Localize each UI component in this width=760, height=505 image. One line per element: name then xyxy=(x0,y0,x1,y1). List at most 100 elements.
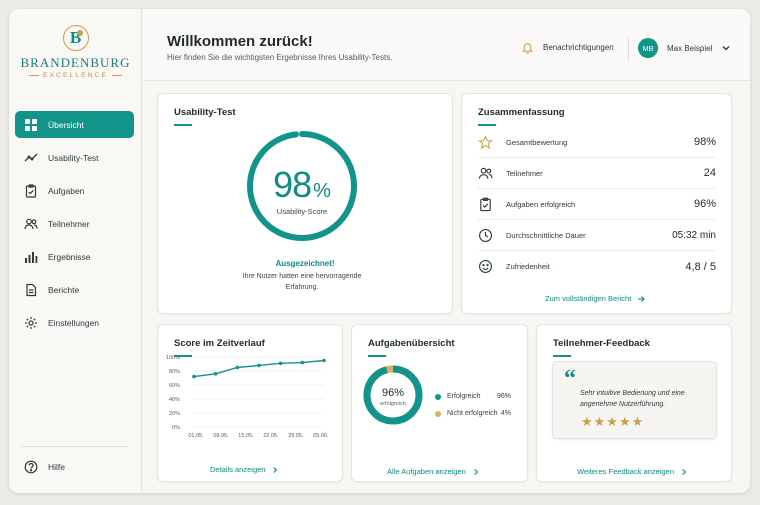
star-icon xyxy=(478,134,493,149)
users-icon xyxy=(478,167,493,179)
page-header: Willkommen zurück! Hier finden Sie die w… xyxy=(143,9,750,81)
chevron-right-icon xyxy=(682,468,687,475)
sidebar-nav: Übersicht Usability-Test Aufgaben Teilne… xyxy=(15,111,134,342)
usability-score-label: Usability-Score xyxy=(276,207,328,216)
sidebar-item-hilfe[interactable]: Hilfe xyxy=(15,453,134,480)
card-title: Aufgabenübersicht xyxy=(368,338,455,357)
summary-row-gesamtbewertung: Gesamtbewertung 98% xyxy=(478,127,716,158)
summary-value: 05:32 min xyxy=(672,229,716,241)
award-text: Ausgezeichnet! xyxy=(275,259,335,268)
page-subtitle: Hier finden Sie die wichtigsten Ergebnis… xyxy=(167,53,393,62)
summary-value: 98% xyxy=(693,136,716,148)
brand-tagline: EXCELLENCE xyxy=(9,72,142,79)
legend-item-nicht-erfolgreich: Nicht erfolgreich 4% xyxy=(435,410,511,417)
sidebar-item-teilnehmer[interactable]: Teilnehmer xyxy=(15,210,134,237)
sidebar-item-usability-test[interactable]: Usability-Test xyxy=(15,144,134,171)
app-window: B BRANDENBURG EXCELLENCE Übersicht Usabi… xyxy=(9,9,750,493)
trend-icon xyxy=(24,153,38,161)
data-point xyxy=(235,365,240,370)
sidebar-item-ergebnisse[interactable]: Ergebnisse xyxy=(15,243,134,270)
data-point xyxy=(192,374,196,379)
summary-label: Durchschnittliche Dauer xyxy=(506,230,586,240)
sidebar-item-label: Ergebnisse xyxy=(48,251,91,262)
bell-icon xyxy=(521,43,534,54)
data-point xyxy=(213,372,218,376)
summary-row-aufgaben-erfolgreich: Aufgaben erfolgreich 96% xyxy=(478,189,716,220)
data-point xyxy=(278,361,283,366)
clipboard-check-icon xyxy=(480,197,491,211)
quote-text: Sehr intuitive Bedienung und eine angene… xyxy=(580,390,685,408)
brand-logo[interactable]: B BRANDENBURG EXCELLENCE xyxy=(9,25,142,79)
avatar: MB xyxy=(638,38,658,58)
award-description: Ihre Nutzer hatten eine hervorragende Er… xyxy=(242,273,362,291)
user-menu[interactable]: MB Max Beispiel xyxy=(638,38,731,58)
arrow-right-icon xyxy=(638,295,646,302)
notifications-button[interactable]: Benachrichtigungen xyxy=(521,41,614,54)
sidebar-item-label: Berichte xyxy=(48,284,80,295)
more-feedback-link[interactable]: Weiteres Feedback anzeigen xyxy=(577,467,688,476)
summary-label: Zufriedenheit xyxy=(506,262,550,271)
chevron-right-icon xyxy=(474,468,478,475)
full-report-link[interactable]: Zum vollständigen Bericht xyxy=(545,294,646,303)
quote-icon: “ xyxy=(564,366,576,392)
notifications-label: Benachrichtigungen xyxy=(543,43,614,52)
sidebar-item-label: Einstellungen xyxy=(48,317,100,328)
all-tasks-link[interactable]: Alle Aufgaben anzeigen xyxy=(387,467,480,476)
usability-test-card: Usability-Test 98% Usability-Score Ausge… xyxy=(157,93,453,314)
sidebar-item-label: Übersicht xyxy=(48,119,84,130)
summary-row-teilnehmer: Teilnehmer 24 xyxy=(478,158,716,189)
summary-value: 96% xyxy=(693,198,716,210)
data-point xyxy=(322,358,326,363)
tasks-overview-card: Aufgabenübersicht 96% erfolgreich Erfolg… xyxy=(351,324,528,482)
card-title: Usability-Test xyxy=(174,107,236,126)
sidebar-item-label: Teilnehmer xyxy=(48,218,90,229)
clock-icon xyxy=(479,228,492,242)
x-tick-label: 05.06. xyxy=(313,433,329,439)
x-tick-label: 01.05. xyxy=(188,433,204,439)
document-icon xyxy=(26,283,37,296)
y-tick-label: 100% xyxy=(166,355,180,361)
sidebar-item-uebersicht[interactable]: Übersicht xyxy=(15,111,134,138)
y-tick-label: 40% xyxy=(169,397,180,403)
brand-name: BRANDENBURG xyxy=(20,55,131,70)
sidebar-item-label: Hilfe xyxy=(48,461,66,472)
header-divider xyxy=(628,37,629,61)
y-tick-label: 80% xyxy=(169,369,180,375)
page-title: Willkommen zurück! xyxy=(167,33,313,50)
chevron-down-icon xyxy=(722,46,730,51)
series-line xyxy=(193,359,325,378)
sidebar-item-aufgaben[interactable]: Aufgaben xyxy=(15,177,134,204)
user-name: Max Beispiel xyxy=(667,43,713,53)
smile-icon xyxy=(479,260,492,273)
donut-label: erfolgreich xyxy=(380,401,406,407)
usability-score-ring: 98% Usability-Score xyxy=(244,128,360,244)
data-point xyxy=(300,360,305,365)
feedback-card: Teilnehmer-Feedback “ Sehr intuitive Bed… xyxy=(536,324,732,482)
summary-value: 4,8 / 5 xyxy=(685,260,716,273)
sidebar-divider xyxy=(21,446,128,447)
score-timeline-card: Score im Zeitverlauf 100% 80% 60% 40% 20% 0% 0… xyxy=(157,324,343,482)
main-content: Willkommen zurück! Hier finden Sie die w… xyxy=(143,9,750,493)
users-icon xyxy=(24,218,38,229)
legend-dot xyxy=(435,410,441,417)
card-title: Teilnehmer-Feedback xyxy=(553,338,650,357)
bar-chart-icon xyxy=(25,251,38,263)
tasks-donut: 96% erfolgreich xyxy=(362,364,424,426)
sidebar-item-label: Usability-Test xyxy=(48,152,99,163)
y-tick-label: 60% xyxy=(169,383,180,389)
sidebar-item-berichte[interactable]: Berichte xyxy=(15,276,134,303)
card-title: Score im Zeitverlauf xyxy=(174,338,265,357)
data-point xyxy=(257,363,261,368)
y-tick-label: 20% xyxy=(169,411,180,417)
summary-label: Gesamtbewertung xyxy=(506,137,568,147)
sidebar: B BRANDENBURG EXCELLENCE Übersicht Usabi… xyxy=(9,9,142,493)
summary-value: 24 xyxy=(703,167,716,179)
sidebar-item-einstellungen[interactable]: Einstellungen xyxy=(15,309,134,336)
details-link[interactable]: Details anzeigen xyxy=(210,465,279,474)
y-tick-label: 0% xyxy=(172,425,180,431)
x-tick-label: 08.05. xyxy=(213,433,229,439)
gear-icon xyxy=(25,316,37,329)
grid-icon xyxy=(25,118,37,131)
x-tick-label: 22.05. xyxy=(263,433,279,439)
donut-value: 96% xyxy=(381,387,405,399)
